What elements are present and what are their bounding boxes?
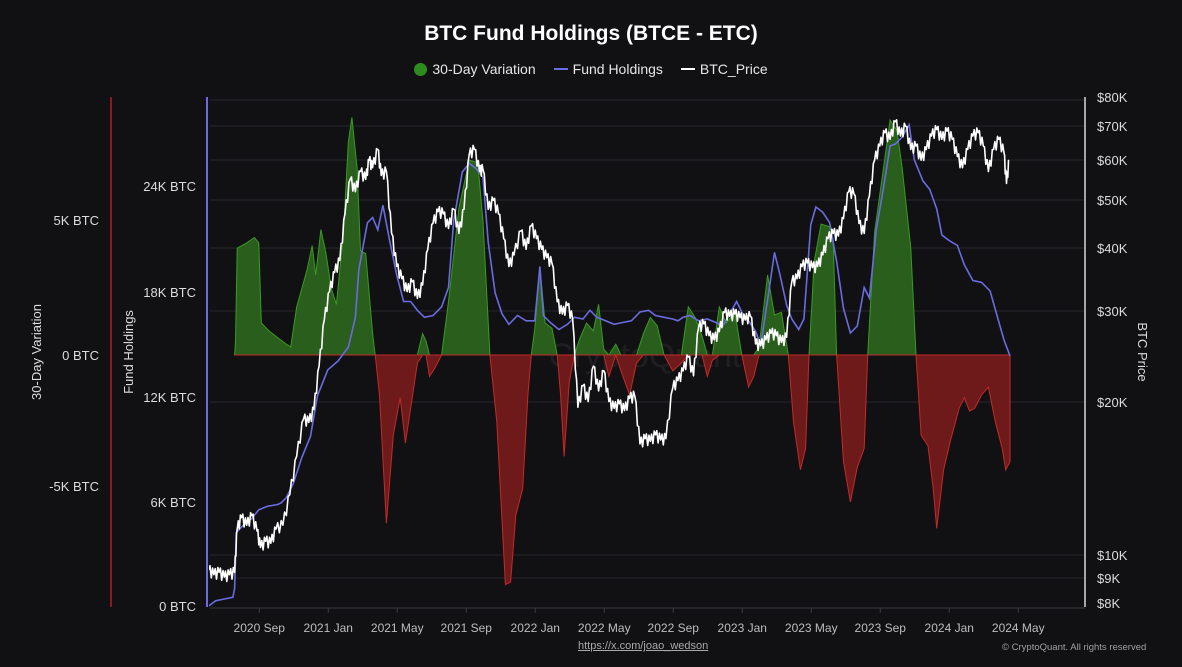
variation-negative-area [234,353,1011,586]
price-axis-title: BTC Price [1135,322,1150,381]
fund-tick: 6K BTC [150,495,196,510]
price-tick: $80K [1097,90,1128,105]
x-tick-label: 2023 Sep [855,621,907,635]
legend-item-btc-price[interactable]: BTC_Price [680,61,768,77]
btc-price-line [209,119,1010,583]
x-tick-label: 2022 Sep [648,621,700,635]
legend-label: Fund Holdings [572,61,663,77]
x-tick-label: 2021 May [371,621,424,635]
fund-holdings-line [209,122,1011,607]
x-axis-ticks: 2020 Sep 2021 Jan 2021 May 2021 Sep 2022 Jan… [234,608,1045,635]
fund-tick: 12K BTC [143,390,196,405]
x-tick-label: 2024 Jan [925,621,974,635]
price-tick: $50K [1097,193,1128,208]
copyright-text: © CryptoQuant. All rights reserved [1002,642,1147,653]
x-tick-label: 2020 Sep [234,621,286,635]
price-tick: $20K [1097,395,1128,410]
fund-tick: 0 BTC [159,599,196,614]
x-tick-label: 2022 May [578,621,631,635]
fund-tick: 24K BTC [143,179,196,194]
price-tick: $30K [1097,304,1128,319]
fund-tick: 18K BTC [143,285,196,300]
x-tick-label: 2022 Jan [511,621,560,635]
x-tick-label: 2023 Jan [718,621,767,635]
variation-tick: -5K BTC [49,479,99,494]
price-tick: $10K [1097,548,1128,563]
variation-axis-title: 30-Day Variation [29,304,44,400]
price-tick: $70K [1097,119,1128,134]
x-tick-label: 2021 Jan [304,621,353,635]
legend-item-fund-holdings[interactable]: Fund Holdings [553,61,663,77]
variation-tick: 5K BTC [53,213,99,228]
legend-label: BTC_Price [699,61,768,77]
fund-axis-title: Fund Holdings [121,310,136,394]
legend-label: 30-Day Variation [432,61,536,77]
price-tick: $40K [1097,241,1128,256]
line-marker-icon [680,68,695,70]
variation-tick: 0 BTC [62,348,99,363]
x-tick-label: 2021 Sep [441,621,493,635]
green-circle-icon [414,62,428,76]
legend-item-variation[interactable]: 30-Day Variation [414,61,536,77]
x-tick-label: 2024 May [992,621,1045,635]
chart-title: BTC Fund Holdings (BTCE - ETC) [424,22,758,45]
author-link[interactable]: https://x.com/joao_wedson [578,640,709,652]
legend: 30-Day Variation Fund Holdings BTC_Price [0,61,1182,77]
line-marker-icon [553,68,568,70]
price-tick: $8K [1097,596,1120,611]
price-tick: $9K [1097,571,1120,586]
price-tick: $60K [1097,153,1128,168]
x-tick-label: 2023 May [785,621,838,635]
variation-positive-area [234,117,1010,356]
